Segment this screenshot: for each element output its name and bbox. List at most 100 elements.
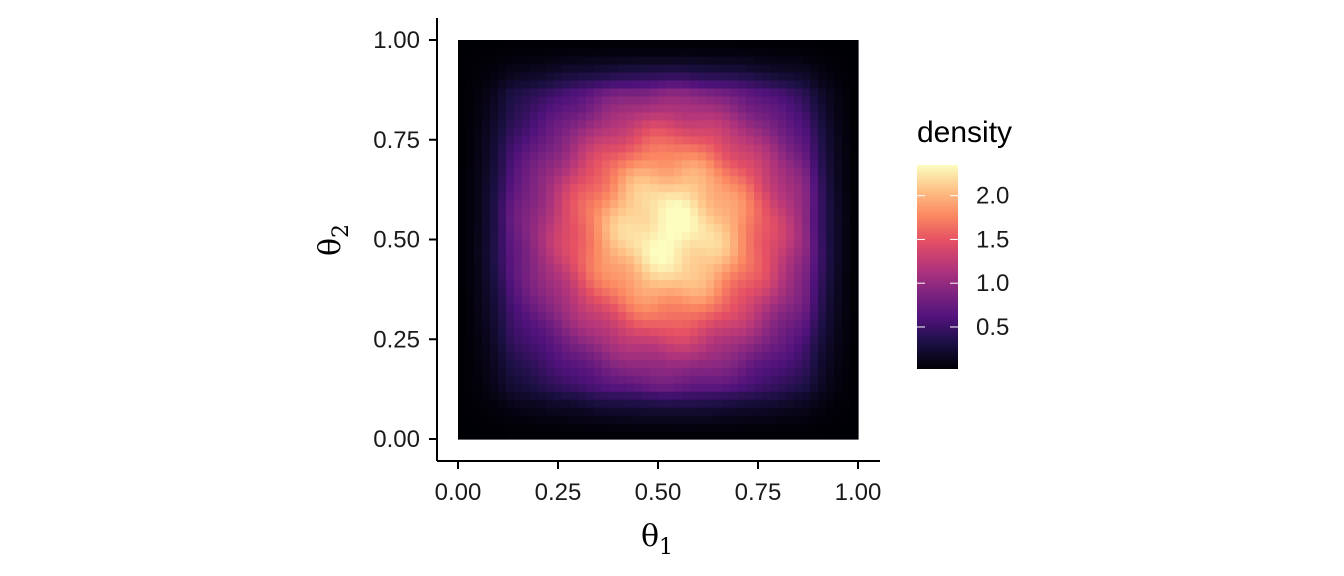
- heatmap-cell: [778, 63, 787, 73]
- heatmap-cell: [610, 319, 619, 328]
- heatmap-cell: [506, 183, 515, 193]
- heatmap-cell: [690, 391, 699, 400]
- heatmap-cell: [618, 247, 627, 257]
- heatmap-cell: [602, 415, 611, 424]
- heatmap-cell: [738, 407, 747, 416]
- heatmap-cell: [690, 223, 699, 233]
- heatmap-cell: [714, 63, 723, 73]
- heatmap-cell: [818, 40, 827, 49]
- heatmap-cell: [610, 103, 619, 113]
- heatmap-cell: [690, 119, 699, 129]
- heatmap-cell: [786, 159, 795, 169]
- heatmap-cell: [826, 119, 835, 129]
- heatmap-cell: [818, 135, 827, 145]
- heatmap-cell: [738, 295, 747, 304]
- heatmap-cell: [698, 71, 707, 81]
- heatmap-cell: [738, 63, 747, 73]
- heatmap-cell: [554, 423, 563, 432]
- heatmap-cell: [682, 223, 691, 233]
- heatmap-cell: [730, 319, 739, 328]
- heatmap-cell: [530, 175, 539, 185]
- heatmap-cell: [690, 87, 699, 97]
- heatmap-cell: [842, 335, 851, 344]
- heatmap-cell: [746, 263, 755, 273]
- heatmap-cell: [562, 199, 571, 209]
- heatmap-cell: [690, 367, 699, 376]
- heatmap-cell: [682, 87, 691, 97]
- heatmap-cell: [562, 335, 571, 344]
- heatmap-cell: [794, 159, 803, 169]
- heatmap-cell: [682, 40, 691, 49]
- heatmap-cell: [562, 151, 571, 161]
- heatmap-cell: [634, 191, 643, 201]
- heatmap-cell: [738, 55, 747, 65]
- heatmap-cell: [746, 175, 755, 185]
- heatmap-cell: [610, 199, 619, 209]
- heatmap-cell: [762, 415, 771, 424]
- heatmap-cell: [722, 279, 731, 288]
- heatmap-cell: [490, 175, 499, 185]
- heatmap-cell: [778, 407, 787, 416]
- heatmap-cell: [730, 303, 739, 312]
- heatmap-cell: [466, 63, 475, 73]
- heatmap-cell: [514, 327, 523, 336]
- heatmap-cell: [594, 127, 603, 137]
- heatmap-cell: [706, 311, 715, 320]
- heatmap-cell: [650, 55, 659, 65]
- heatmap-cell: [458, 359, 467, 368]
- heatmap-cell: [538, 287, 547, 296]
- heatmap-cell: [474, 207, 483, 217]
- heatmap-cell: [810, 215, 819, 225]
- heatmap-cell: [618, 159, 627, 169]
- heatmap-cell: [618, 135, 627, 145]
- heatmap-cell: [666, 423, 675, 432]
- heatmap-cell: [818, 311, 827, 320]
- heatmap-cell: [474, 87, 483, 97]
- heatmap-cell: [642, 151, 651, 161]
- heatmap-cell: [674, 255, 683, 265]
- heatmap-cell: [770, 40, 779, 49]
- heatmap-cell: [714, 183, 723, 193]
- heatmap-cell: [714, 247, 723, 257]
- heatmap-cell: [754, 239, 763, 249]
- heatmap-cell: [650, 287, 659, 296]
- heatmap-cell: [522, 327, 531, 336]
- heatmap-cell: [762, 263, 771, 273]
- heatmap-cell: [626, 119, 635, 129]
- heatmap-cell: [578, 415, 587, 424]
- heatmap-cell: [634, 47, 643, 57]
- heatmap-cell: [546, 239, 555, 249]
- heatmap-cell: [490, 55, 499, 65]
- heatmap-cell: [834, 343, 843, 352]
- heatmap-cell: [514, 423, 523, 432]
- heatmap-cell: [554, 167, 563, 177]
- heatmap-cell: [578, 71, 587, 81]
- heatmap-cell: [666, 351, 675, 360]
- heatmap-cell: [554, 207, 563, 217]
- heatmap-cell: [618, 55, 627, 65]
- heatmap-cell: [722, 327, 731, 336]
- heatmap-cell: [786, 87, 795, 97]
- heatmap-cell: [842, 295, 851, 304]
- heatmap-cell: [506, 303, 515, 312]
- heatmap-cell: [650, 359, 659, 368]
- heatmap-cell: [778, 239, 787, 249]
- heatmap-cell: [490, 303, 499, 312]
- heatmap-cell: [634, 215, 643, 225]
- heatmap-cell: [602, 351, 611, 360]
- y-axis-title-main: θ: [313, 238, 348, 256]
- heatmap-cell: [578, 95, 587, 105]
- heatmap-cell: [578, 319, 587, 328]
- heatmap-cell: [714, 295, 723, 304]
- heatmap-cell: [818, 399, 827, 408]
- heatmap-cell: [514, 95, 523, 105]
- heatmap-cell: [802, 215, 811, 225]
- heatmap-cell: [778, 215, 787, 225]
- heatmap-cell: [594, 287, 603, 296]
- heatmap-cell: [674, 247, 683, 257]
- heatmap-cell: [658, 367, 667, 376]
- heatmap-cell: [602, 271, 611, 280]
- heatmap-cell: [778, 71, 787, 81]
- heatmap-cell: [850, 143, 859, 153]
- heatmap-cell: [658, 415, 667, 424]
